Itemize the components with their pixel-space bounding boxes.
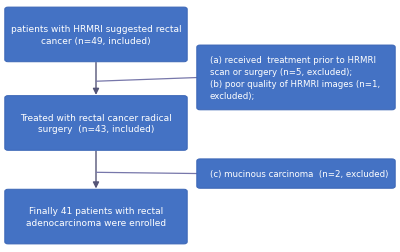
Text: (a) received  treatment prior to HRMRI
scan or surgery (n=5, excluded);
(b) poor: (a) received treatment prior to HRMRI sc… (210, 56, 380, 100)
FancyBboxPatch shape (197, 159, 395, 188)
FancyBboxPatch shape (5, 96, 187, 151)
FancyBboxPatch shape (5, 190, 187, 244)
Text: Finally 41 patients with rectal
adenocarcinoma were enrolled: Finally 41 patients with rectal adenocar… (26, 206, 166, 227)
FancyBboxPatch shape (5, 8, 187, 62)
Text: (c) mucinous carcinoma  (n=2, excluded): (c) mucinous carcinoma (n=2, excluded) (210, 169, 388, 178)
FancyBboxPatch shape (197, 46, 395, 110)
Text: Treated with rectal cancer radical
surgery  (n=43, included): Treated with rectal cancer radical surge… (20, 113, 172, 134)
Text: patients with HRMRI suggested rectal
cancer (n=49, included): patients with HRMRI suggested rectal can… (11, 25, 181, 46)
